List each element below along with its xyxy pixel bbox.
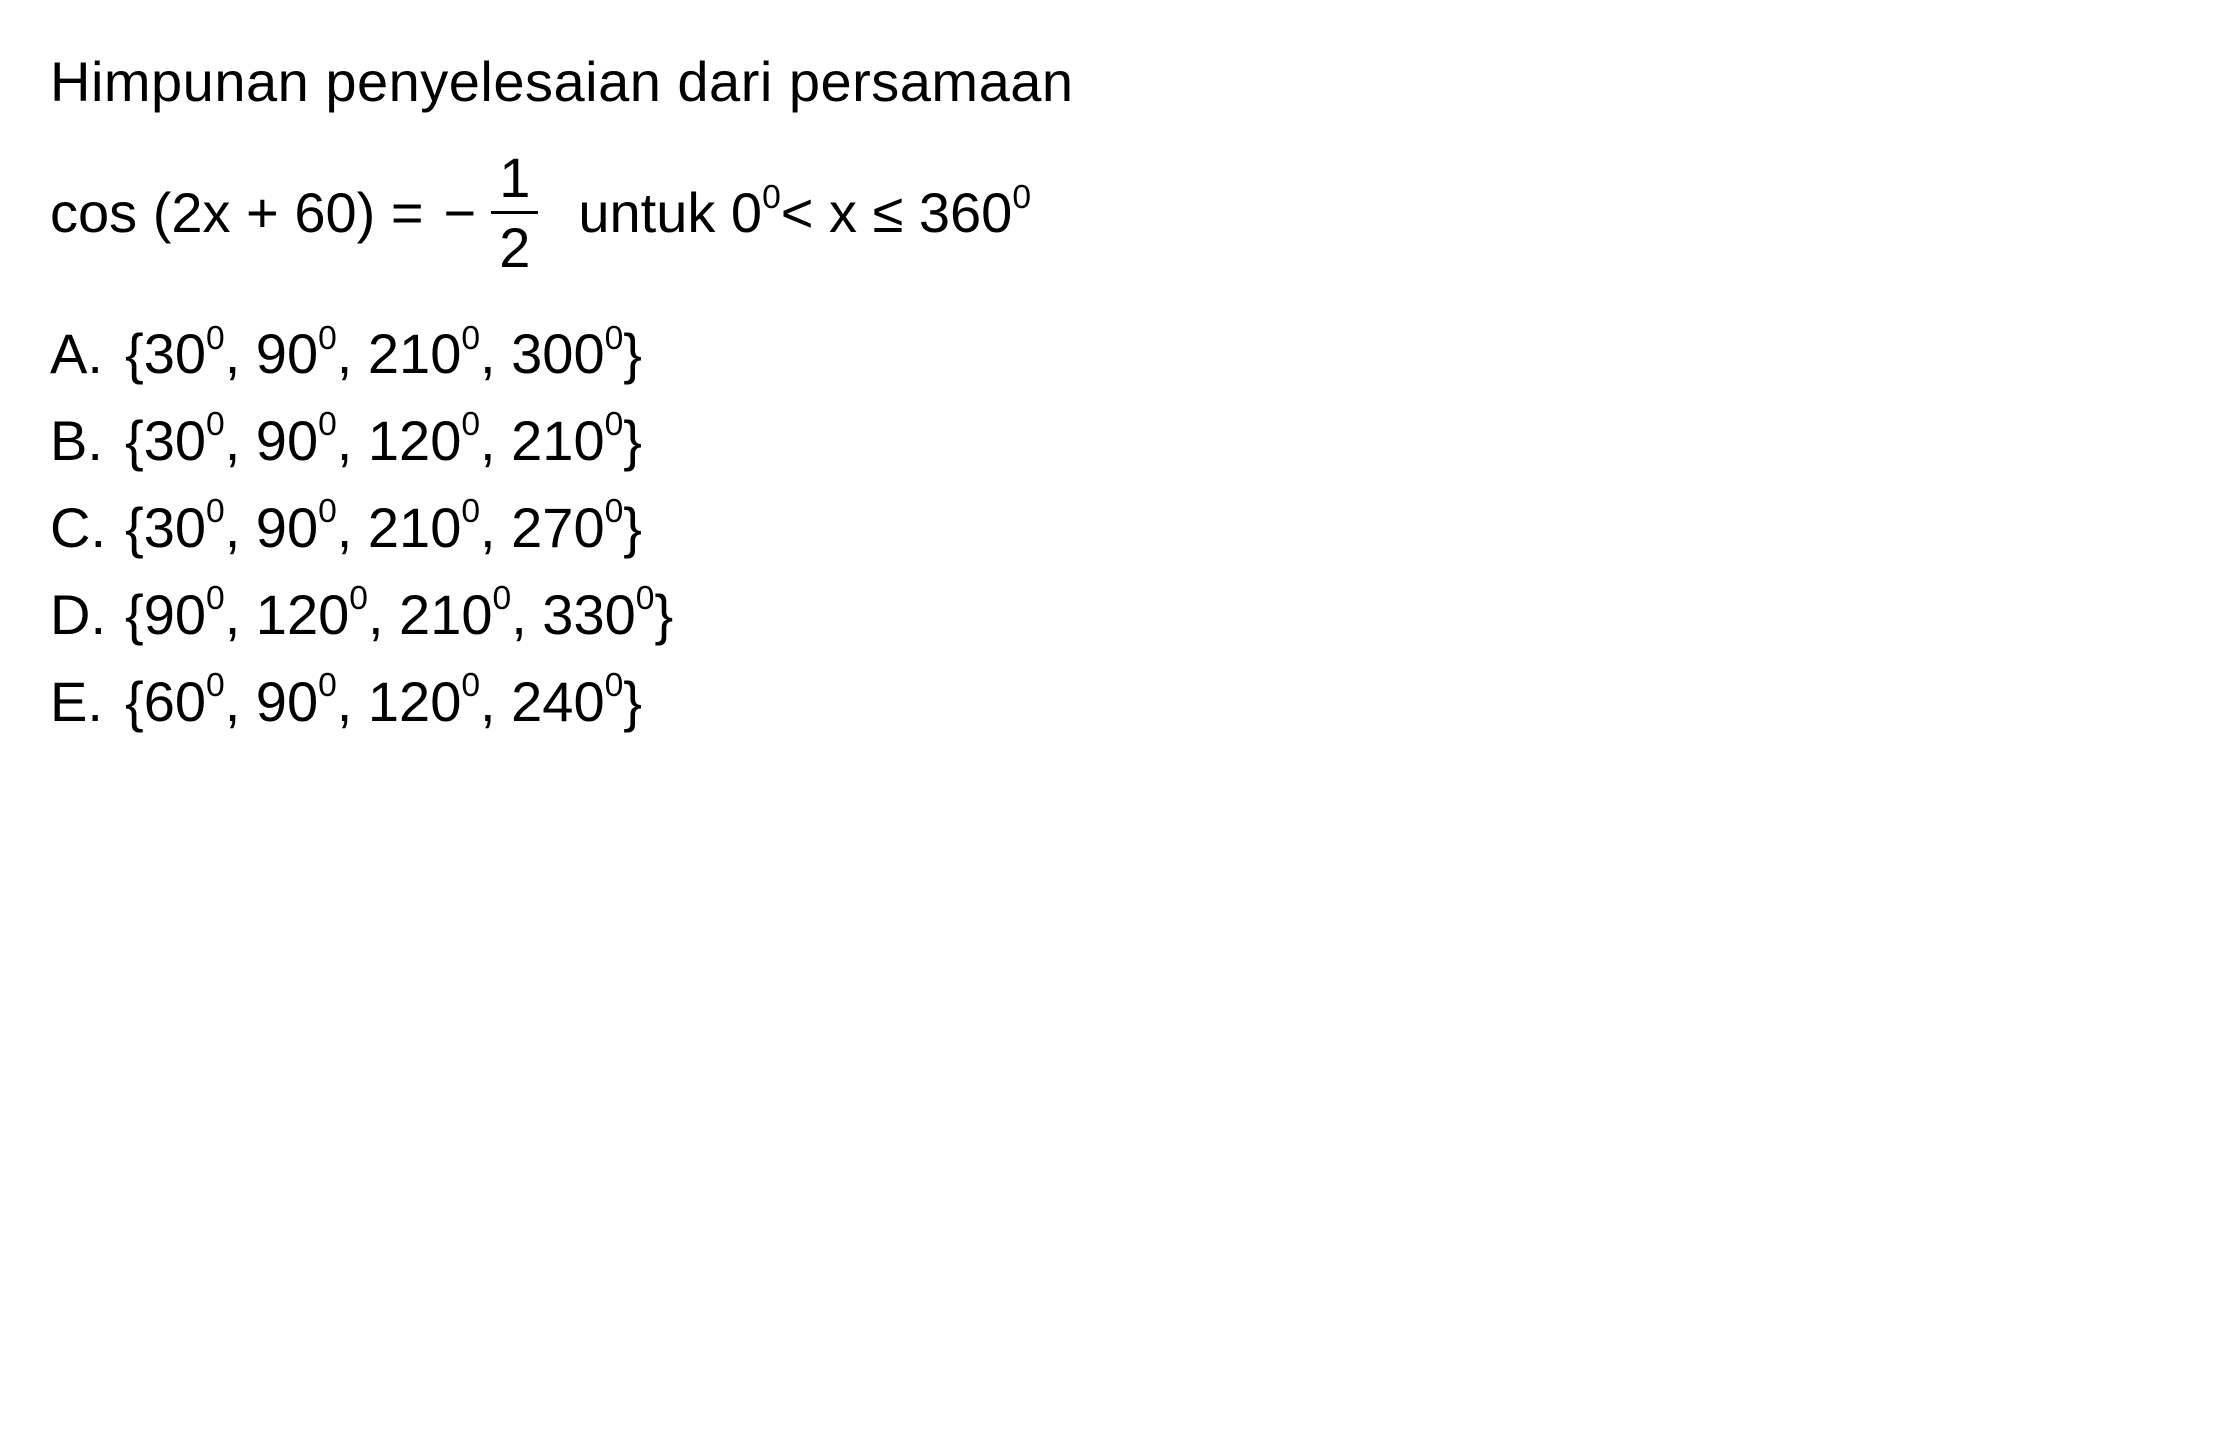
option-a-content: {300, 900, 2100, 3000} — [125, 311, 642, 398]
fraction: 1 2 — [491, 144, 538, 281]
opt-e-s2: 0 — [318, 667, 337, 704]
option-letter-b: B. — [50, 398, 125, 485]
option-d-content: {900, 1200, 2100, 3300} — [125, 572, 673, 659]
minus-sign: − — [444, 180, 477, 245]
opt-a-t3: , 210 — [337, 322, 462, 385]
option-letter-a: A. — [50, 311, 125, 398]
opt-b-t1: {30 — [125, 409, 206, 472]
opt-c-t2: , 90 — [225, 496, 318, 559]
untuk-text: untuk 00< x ≤ 3600 — [578, 180, 1031, 245]
option-b: B. {300, 900, 1200, 2100} — [50, 398, 2185, 485]
opt-d-s1: 0 — [206, 580, 225, 617]
opt-e-s4: 0 — [605, 667, 624, 704]
opt-b-s4: 0 — [605, 406, 624, 443]
opt-b-s1: 0 — [206, 406, 225, 443]
range-text: < x ≤ 360 — [781, 181, 1013, 244]
opt-e-t1: {60 — [125, 670, 206, 733]
opt-a-s3: 0 — [461, 320, 480, 357]
opt-c-s3: 0 — [461, 493, 480, 530]
opt-a-t2: , 90 — [225, 322, 318, 385]
option-d: D. {900, 1200, 2100, 3300} — [50, 572, 2185, 659]
opt-a-close: } — [623, 322, 642, 385]
cos-expression: cos (2x + 60) = — [50, 180, 424, 245]
untuk-label: untuk 0 — [578, 181, 762, 244]
option-e-content: {600, 900, 1200, 2400} — [125, 659, 642, 746]
opt-c-s2: 0 — [318, 493, 337, 530]
opt-a-s2: 0 — [318, 320, 337, 357]
opt-d-close: } — [654, 583, 673, 646]
opt-c-t1: {30 — [125, 496, 206, 559]
opt-b-t4: , 210 — [480, 409, 605, 472]
opt-b-s3: 0 — [461, 406, 480, 443]
opt-d-s4: 0 — [636, 580, 655, 617]
degree-sup-2: 0 — [1012, 179, 1031, 216]
opt-c-s1: 0 — [206, 493, 225, 530]
option-b-content: {300, 900, 1200, 2100} — [125, 398, 642, 485]
opt-c-t3: , 210 — [337, 496, 462, 559]
opt-b-close: } — [623, 409, 642, 472]
opt-a-s4: 0 — [605, 320, 624, 357]
opt-e-s3: 0 — [461, 667, 480, 704]
option-c-content: {300, 900, 2100, 2700} — [125, 485, 642, 572]
option-e: E. {600, 900, 1200, 2400} — [50, 659, 2185, 746]
opt-a-s1: 0 — [206, 320, 225, 357]
opt-c-t4: , 270 — [480, 496, 605, 559]
opt-e-close: } — [623, 670, 642, 733]
opt-b-s2: 0 — [318, 406, 337, 443]
equation-line: cos (2x + 60) = − 1 2 untuk 00< x ≤ 3600 — [50, 144, 2185, 281]
opt-d-t3: , 210 — [368, 583, 493, 646]
opt-d-t1: {90 — [125, 583, 206, 646]
question-line-1: Himpunan penyelesaian dari persamaan — [50, 40, 2185, 124]
option-letter-e: E. — [50, 659, 125, 746]
option-c: C. {300, 900, 2100, 2700} — [50, 485, 2185, 572]
opt-b-t3: , 120 — [337, 409, 462, 472]
opt-b-t2: , 90 — [225, 409, 318, 472]
opt-e-t2: , 90 — [225, 670, 318, 733]
opt-e-t4: , 240 — [480, 670, 605, 733]
numerator: 1 — [491, 144, 538, 211]
denominator: 2 — [491, 211, 538, 281]
opt-d-t4: , 330 — [511, 583, 636, 646]
opt-c-s4: 0 — [605, 493, 624, 530]
option-a: A. {300, 900, 2100, 3000} — [50, 311, 2185, 398]
opt-a-t4: , 300 — [480, 322, 605, 385]
opt-e-t3: , 120 — [337, 670, 462, 733]
degree-sup-1: 0 — [762, 179, 781, 216]
opt-d-t2: , 120 — [225, 583, 350, 646]
opt-a-t1: {30 — [125, 322, 206, 385]
opt-d-s3: 0 — [493, 580, 512, 617]
option-letter-d: D. — [50, 572, 125, 659]
opt-c-close: } — [623, 496, 642, 559]
opt-d-s2: 0 — [349, 580, 368, 617]
options-list: A. {300, 900, 2100, 3000} B. {300, 900, … — [50, 311, 2185, 745]
opt-e-s1: 0 — [206, 667, 225, 704]
option-letter-c: C. — [50, 485, 125, 572]
